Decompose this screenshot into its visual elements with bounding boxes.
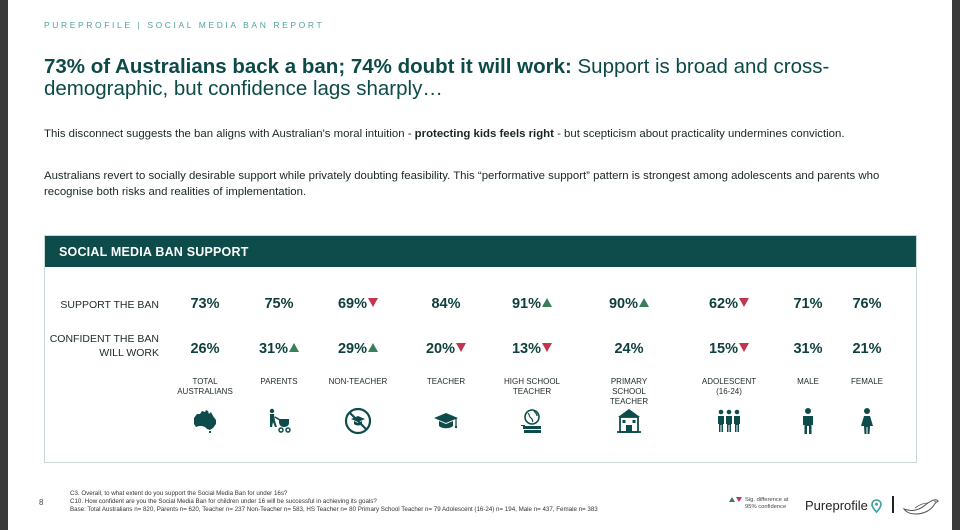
- support-value: 84%: [398, 296, 494, 312]
- confident-percent: 24%: [614, 341, 644, 357]
- segment-label: PARENTS: [260, 377, 298, 386]
- support-percent: 90%: [608, 296, 639, 312]
- headline: 73% of Australians back a ban; 74% doubt…: [44, 56, 924, 100]
- confident-percent: 13%: [511, 341, 542, 357]
- sig-up-icon: [542, 298, 553, 307]
- confident-percent: 31%: [258, 341, 289, 357]
- australia-map-icon: [157, 406, 253, 436]
- support-percent: 71%: [793, 296, 823, 312]
- sig-down-icon: [456, 343, 467, 352]
- support-value: 73%: [157, 296, 253, 312]
- segment-label: TEACHER: [426, 377, 466, 386]
- row-label-support: SUPPORT THE BAN: [60, 299, 159, 311]
- footnote-base: Base: Total Australians n= 820, Parents …: [70, 506, 598, 513]
- support-value: 75%: [231, 296, 327, 312]
- report-header: PUREPROFILE | SOCIAL MEDIA BAN REPORT: [44, 20, 325, 30]
- support-value: 76%: [819, 296, 915, 312]
- footnotes: C3. Overall, to what extent do you suppo…: [70, 490, 598, 514]
- bird-icon: [902, 499, 939, 515]
- footnote-c3: C3. Overall, to what extent do you suppo…: [70, 490, 288, 497]
- segment-label: FEMALE: [850, 377, 883, 386]
- support-value: 90%: [581, 296, 677, 312]
- slide: PUREPROFILE | SOCIAL MEDIA BAN REPORT 73…: [8, 0, 952, 530]
- confident-percent: 20%: [425, 341, 456, 357]
- confident-percent: 21%: [852, 341, 882, 357]
- paragraph-disconnect-emphasis: protecting kids feels right: [414, 128, 554, 140]
- headline-regular: Support is broad and cross-demographic, …: [44, 55, 830, 100]
- confident-value: 20%: [398, 341, 494, 357]
- support-value: 71%: [760, 296, 856, 312]
- segment-label: TOTAL AUSTRALIANS: [177, 377, 233, 396]
- legend-text: Sig. difference at 95% confidence: [745, 497, 788, 511]
- parent-with-stroller-icon: [231, 406, 327, 436]
- confident-value: 13%: [484, 341, 580, 357]
- logo-divider: [892, 496, 894, 513]
- legend-triangles: [728, 497, 742, 511]
- support-percent: 75%: [264, 296, 294, 312]
- legend-line-2: 95% confidence: [745, 504, 787, 510]
- support-value: 91%: [484, 296, 580, 312]
- legend-line-1: Sig. difference at: [745, 497, 789, 503]
- confident-value: 31%: [760, 341, 856, 357]
- paragraph-disconnect: This disconnect suggests the ban aligns …: [44, 126, 914, 142]
- significance-legend: Sig. difference at 95% confidence: [728, 497, 788, 511]
- sig-down-icon: [739, 343, 750, 352]
- no-teacher-icon: [310, 406, 406, 436]
- confident-value: 15%: [681, 341, 777, 357]
- location-pin-icon: [871, 498, 882, 513]
- sig-up-icon: [368, 343, 379, 352]
- sig-up-icon: [639, 298, 650, 307]
- confident-value: 21%: [819, 341, 915, 357]
- support-value: 69%: [310, 296, 406, 312]
- segment-label: PRIMARY SCHOOL TEACHER: [609, 377, 649, 406]
- paragraph-disconnect-after: - but scepticism about practicality unde…: [553, 128, 845, 140]
- paragraph-performative: Australians revert to socially desirable…: [44, 170, 880, 198]
- row-label-confident: CONFIDENT THE BAN WILL WORK: [49, 333, 159, 359]
- group-of-people-icon: [681, 406, 777, 436]
- paragraph-disconnect-before: This disconnect suggests the ban aligns …: [44, 128, 415, 140]
- sig-down-icon: [736, 497, 742, 502]
- female-icon: [819, 406, 915, 436]
- support-percent: 69%: [337, 296, 368, 312]
- sig-down-icon: [542, 343, 553, 352]
- segment-label: HIGH SCHOOL TEACHER: [503, 377, 560, 396]
- logo-text: Pureprofile: [805, 498, 868, 513]
- sig-down-icon: [739, 298, 750, 307]
- segment-label: MALE: [797, 377, 819, 386]
- confident-value: 24%: [581, 341, 677, 357]
- confident-percent: 26%: [190, 341, 220, 357]
- support-percent: 62%: [708, 296, 739, 312]
- sig-up-icon: [289, 343, 300, 352]
- sig-up-icon: [729, 497, 735, 502]
- confident-percent: 15%: [708, 341, 739, 357]
- school-building-icon: [581, 406, 677, 436]
- confident-value: 26%: [157, 341, 253, 357]
- segment-label: ADOLESCENT (16-24): [701, 377, 757, 396]
- footnote-c10: C10. How confident are you the Social Me…: [70, 498, 377, 505]
- panel-title: SOCIAL MEDIA BAN SUPPORT: [59, 245, 249, 259]
- globe-books-icon: [484, 406, 580, 436]
- support-percent: 73%: [190, 296, 220, 312]
- support-percent: 91%: [511, 296, 542, 312]
- graduation-cap-icon: [398, 406, 494, 436]
- page-number: 8: [39, 498, 44, 507]
- pureprofile-logo: Pureprofile: [805, 498, 882, 513]
- sig-down-icon: [368, 298, 379, 307]
- support-value: 62%: [681, 296, 777, 312]
- panel-header: SOCIAL MEDIA BAN SUPPORT: [45, 236, 916, 267]
- segment-label: NON-TEACHER: [328, 377, 388, 386]
- male-icon: [760, 406, 856, 436]
- confident-value: 31%: [231, 341, 327, 357]
- confident-percent: 29%: [337, 341, 368, 357]
- headline-bold: 73% of Australians back a ban; 74% doubt…: [44, 55, 572, 78]
- support-percent: 76%: [852, 296, 882, 312]
- ban-support-panel: SOCIAL MEDIA BAN SUPPORT SUPPORT THE BAN…: [44, 235, 917, 463]
- support-percent: 84%: [431, 296, 461, 312]
- confident-value: 29%: [310, 341, 406, 357]
- confident-percent: 31%: [793, 341, 823, 357]
